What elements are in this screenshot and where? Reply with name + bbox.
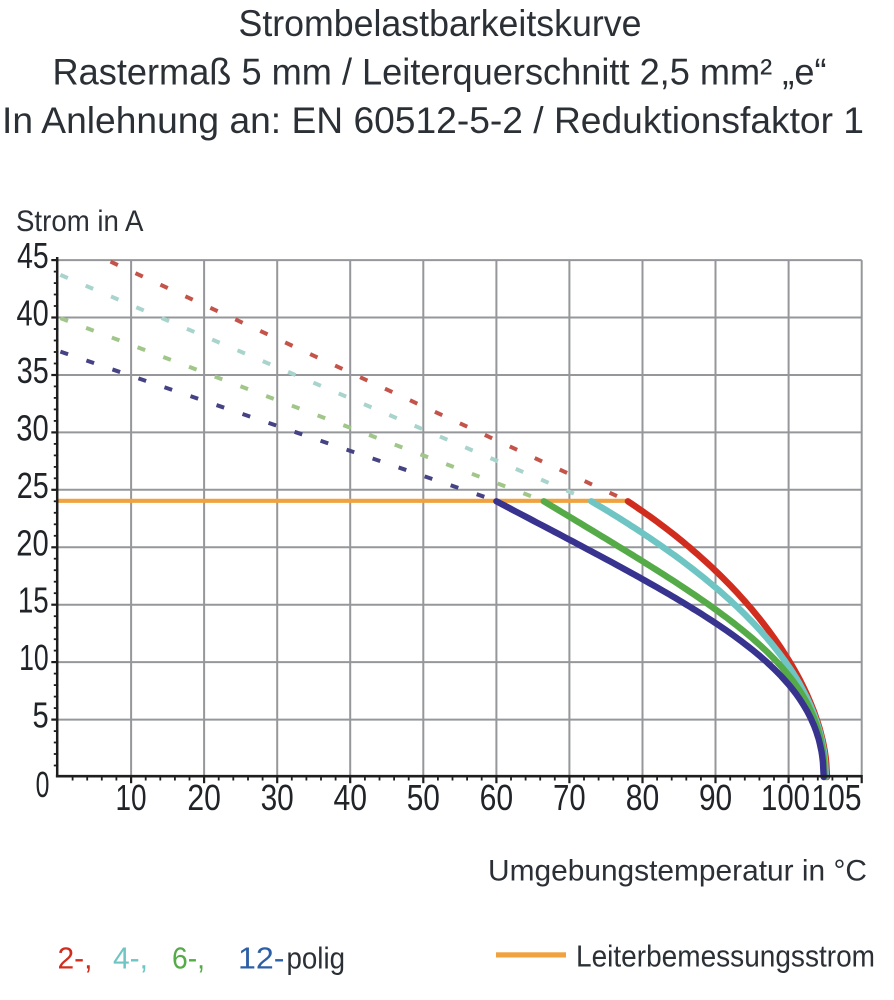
svg-text:25: 25	[17, 465, 49, 506]
svg-text:30: 30	[261, 777, 294, 818]
svg-text:2-,: 2-,	[58, 941, 93, 976]
svg-text:Strom in A: Strom in A	[16, 205, 144, 238]
svg-text:10: 10	[116, 777, 147, 818]
svg-text:60: 60	[480, 777, 514, 818]
svg-text:15: 15	[18, 580, 49, 621]
svg-text:12-: 12-	[238, 941, 285, 976]
svg-text:40: 40	[333, 777, 367, 818]
svg-text:105: 105	[812, 777, 862, 818]
svg-text:50: 50	[407, 777, 440, 818]
svg-text:100: 100	[761, 777, 810, 818]
svg-text:4-,: 4-,	[113, 941, 148, 976]
svg-text:In Anlehnung an: EN 60512-5-2: In Anlehnung an: EN 60512-5-2 / Reduktio…	[2, 100, 864, 141]
svg-text:5: 5	[33, 695, 49, 736]
svg-text:80: 80	[626, 777, 660, 818]
svg-text:90: 90	[699, 777, 732, 818]
svg-text:40: 40	[17, 293, 49, 334]
svg-text:10: 10	[19, 637, 49, 678]
svg-text:polig: polig	[287, 941, 346, 976]
svg-text:Leiterbemessungsstrom: Leiterbemessungsstrom	[576, 939, 875, 974]
svg-text:Rastermaß 5 mm / Leiterquersch: Rastermaß 5 mm / Leiterquerschnitt 2,5 m…	[53, 52, 827, 93]
svg-text:30: 30	[16, 407, 48, 448]
svg-text:Strombelastbarkeitskurve: Strombelastbarkeitskurve	[239, 3, 642, 44]
svg-text:45: 45	[17, 235, 49, 276]
svg-text:0: 0	[36, 764, 50, 805]
svg-text:Umgebungstemperatur in °C: Umgebungstemperatur in °C	[488, 855, 867, 888]
svg-text:20: 20	[16, 522, 48, 563]
svg-text:6-,: 6-,	[172, 941, 205, 976]
svg-text:20: 20	[187, 777, 221, 818]
svg-text:35: 35	[17, 350, 49, 391]
svg-text:70: 70	[553, 777, 586, 818]
